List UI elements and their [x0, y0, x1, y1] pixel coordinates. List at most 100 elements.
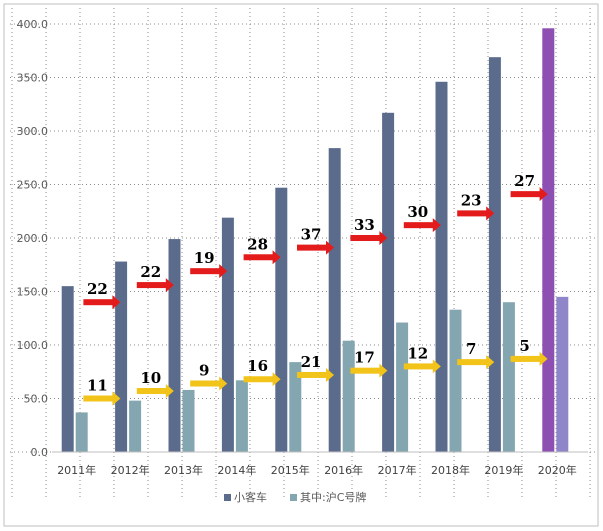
red-arrow: [243, 254, 274, 261]
bar-hu-c-plate: [129, 400, 142, 452]
x-tick-label: 2016年: [324, 463, 363, 477]
yellow-arrow-label: 7: [466, 340, 476, 358]
yellow-arrow-label: 9: [199, 362, 209, 380]
red-arrow: [297, 244, 327, 251]
bar-hu-c-plate: [449, 309, 462, 452]
red-arrow-label: 19: [194, 249, 215, 267]
bar-hu-c-plate: [182, 389, 195, 452]
x-tick-label: 2011年: [57, 463, 96, 477]
yellow-arrow-label: 11: [87, 377, 108, 395]
y-tick-label: 250.0: [17, 179, 49, 192]
red-arrow-head: [432, 218, 441, 233]
y-tick-label: 350.0: [17, 72, 49, 85]
legend-swatch: [290, 494, 297, 501]
x-tick-label: 2012年: [111, 463, 150, 477]
bar-passenger-car: [115, 261, 128, 452]
red-arrow-head: [486, 206, 495, 221]
yellow-arrow: [297, 371, 327, 378]
x-tick-label: 2013年: [164, 463, 203, 477]
red-arrow: [350, 235, 381, 241]
red-arrow-label: 22: [87, 280, 108, 298]
y-tick-label: 200.0: [17, 232, 49, 245]
yellow-arrow: [136, 388, 167, 395]
yellow-arrow-label: 16: [247, 357, 268, 375]
legend-swatch: [224, 494, 231, 501]
yellow-arrow-head: [432, 359, 441, 374]
yellow-arrow: [190, 380, 221, 387]
yellow-arrow-head: [219, 376, 228, 391]
red-arrow-label: 30: [407, 203, 428, 221]
y-tick-label: 100.0: [17, 339, 49, 352]
red-arrow-label: 22: [140, 263, 161, 281]
bar-hu-c-plate: [342, 340, 355, 452]
yellow-arrow-label: 17: [354, 349, 375, 367]
chart-border: [3, 3, 599, 527]
red-arrow-head: [165, 278, 174, 293]
bar-hu-c-plate: [502, 302, 515, 452]
bar-passenger-car: [542, 28, 555, 453]
yellow-arrow-head: [379, 363, 388, 378]
red-arrow: [136, 282, 167, 289]
yellow-arrow-head: [272, 372, 281, 387]
red-arrow-head: [539, 187, 548, 202]
yellow-arrow: [243, 376, 274, 383]
red-arrow-head: [326, 240, 334, 255]
red-arrow-label: 27: [514, 172, 535, 190]
bar-hu-c-plate: [289, 362, 302, 452]
y-tick-label: 300.0: [17, 125, 49, 138]
red-arrow: [83, 299, 114, 306]
red-arrow-head: [379, 231, 388, 245]
bar-passenger-car: [382, 112, 395, 452]
red-arrow: [510, 191, 541, 198]
bar-hu-c-plate: [235, 380, 248, 452]
yellow-arrow: [350, 367, 381, 374]
x-tick-label: 2020年: [538, 463, 577, 477]
x-tick-label: 2014年: [217, 463, 256, 477]
yellow-arrow-label: 21: [301, 353, 322, 371]
x-tick-label: 2017年: [378, 463, 417, 477]
bar-passenger-car: [275, 187, 288, 452]
yellow-arrow: [403, 363, 434, 370]
yellow-arrow: [83, 395, 114, 402]
yellow-arrow-head: [326, 367, 334, 382]
y-tick-label: 150.0: [17, 286, 49, 299]
legend-label: 其中:沪C号牌: [300, 490, 366, 504]
x-tick-label: 2015年: [271, 463, 310, 477]
red-arrow-label: 28: [247, 235, 268, 253]
x-tick-label: 2018年: [431, 463, 470, 477]
yellow-arrow-head: [165, 384, 174, 399]
red-arrow-label: 33: [354, 216, 375, 234]
red-arrow: [457, 210, 488, 217]
red-arrow-head: [272, 250, 281, 265]
yellow-arrow-head: [112, 391, 121, 406]
bar-passenger-car: [168, 239, 181, 452]
yellow-arrow-head: [486, 355, 495, 370]
x-tick-label: 2019年: [484, 463, 523, 477]
y-tick-label: 400.0: [17, 18, 49, 31]
yellow-arrow: [510, 355, 541, 362]
bar-hu-c-plate: [556, 296, 569, 452]
yellow-arrow: [457, 359, 488, 366]
yellow-arrow-head: [539, 351, 548, 366]
red-arrow-label: 37: [301, 226, 322, 244]
yellow-arrow-label: 10: [140, 369, 161, 387]
y-tick-label: 0.0: [31, 446, 49, 459]
red-arrow-head: [219, 264, 228, 279]
red-arrow: [190, 268, 221, 275]
yellow-arrow-label: 12: [407, 344, 428, 362]
bar-passenger-car: [435, 81, 448, 452]
bar-hu-c-plate: [396, 322, 409, 452]
bar-passenger-car: [488, 57, 501, 453]
bar-passenger-car: [328, 148, 341, 452]
bar-passenger-car: [61, 286, 74, 452]
legend-label: 小客车: [234, 490, 267, 504]
red-arrow-head: [112, 295, 121, 310]
bar-hu-c-plate: [75, 412, 88, 452]
y-tick-label: 50.0: [24, 393, 49, 406]
yellow-arrow-label: 5: [519, 337, 529, 355]
bar-passenger-car: [221, 217, 234, 452]
red-arrow: [403, 222, 434, 229]
red-arrow-label: 23: [461, 191, 482, 209]
